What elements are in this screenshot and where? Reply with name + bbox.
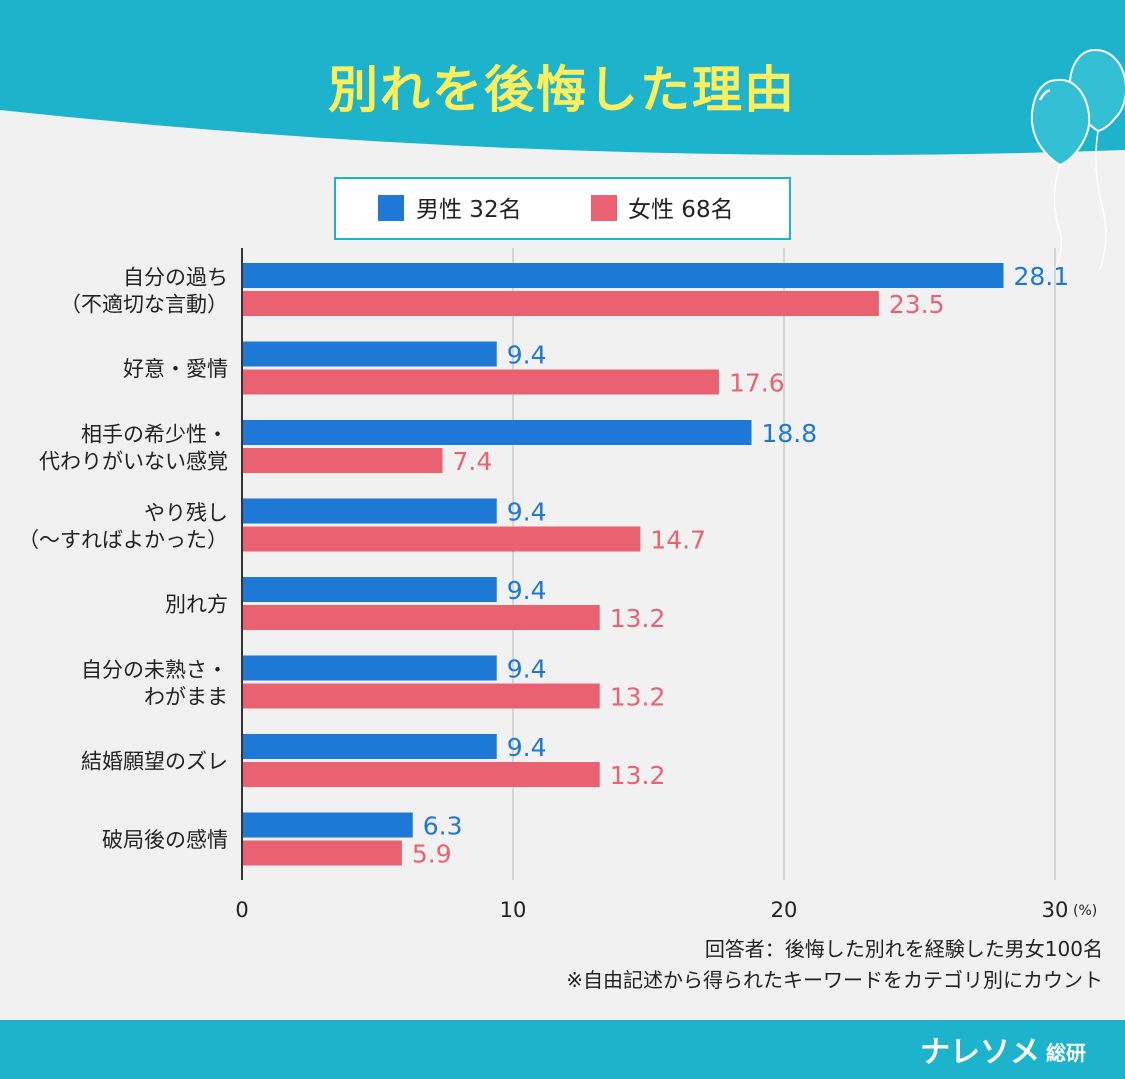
category-label: （不適切な言動） (60, 293, 228, 317)
footer-band (0, 1020, 1125, 1079)
bar-male (242, 734, 497, 759)
respondent-note: 回答者：後悔した別れを経験した男女100名 (705, 937, 1103, 961)
bar-male (242, 812, 413, 838)
x-tick-label: 10 (500, 898, 527, 922)
value-label-male: 9.4 (507, 498, 547, 527)
legend-male-swatch (378, 195, 404, 221)
method-note: ※自由記述から得られたキーワードをカテゴリ別にカウント (566, 968, 1103, 992)
value-label-female: 13.2 (610, 761, 666, 790)
value-label-male: 9.4 (507, 341, 547, 370)
x-axis-ticks: 0 10 20 30 (%) (235, 898, 1097, 922)
category-label: 結婚願望のズレ (81, 750, 228, 774)
bar-male (242, 655, 497, 681)
value-label-male: 28.1 (1014, 262, 1070, 291)
balloons-icon (1030, 48, 1125, 271)
bar-female (242, 526, 641, 552)
header-band (0, 0, 1125, 155)
bar-female (242, 605, 600, 630)
value-label-female: 17.6 (729, 369, 785, 398)
category-label: 相手の希少性・ (81, 423, 228, 447)
value-label-male: 9.4 (507, 733, 547, 762)
page-title: 別れを後悔した理由 (328, 61, 796, 119)
value-label-female: 23.5 (889, 290, 945, 319)
bar-female (242, 448, 443, 473)
x-tick-label: 0 (235, 898, 248, 922)
bar-male (242, 263, 1004, 288)
value-label-female: 13.2 (610, 604, 666, 633)
legend-male-label: 男性 32名 (416, 197, 522, 223)
category-label: 代わりがいない感覚 (39, 450, 228, 474)
category-label: 好意・愛情 (123, 357, 228, 381)
bar-male (242, 577, 497, 602)
x-tick-label: 30 (1042, 898, 1069, 922)
data-labels: 28.1 23.5 9.4 17.6 18.8 7.4 9.4 14.7 9.4 13.2 9.4 1… (412, 262, 1069, 869)
bar-female (242, 840, 402, 866)
bar-male (242, 341, 497, 367)
bars (242, 263, 1004, 866)
legend-box (334, 177, 791, 240)
x-tick-label: 20 (771, 898, 798, 922)
bar-male (242, 420, 752, 445)
value-label-male: 9.4 (507, 655, 547, 684)
bar-female (242, 369, 719, 395)
category-label: 破局後の感情 (102, 828, 228, 852)
category-label: わがまま (144, 685, 228, 709)
value-label-female: 14.7 (650, 526, 706, 555)
x-unit-label: (%) (1073, 903, 1097, 919)
bar-female (242, 762, 600, 787)
value-label-female: 5.9 (412, 840, 452, 869)
category-label: 別れ方 (165, 593, 228, 617)
category-label: （～すればよかった） (18, 528, 228, 552)
value-label-male: 9.4 (507, 576, 547, 605)
value-label-female: 13.2 (610, 683, 666, 712)
value-label-female: 7.4 (453, 447, 493, 476)
value-label-male: 18.8 (761, 419, 817, 448)
legend-female-label: 女性 68名 (628, 197, 734, 223)
brand-sub: 総研 (1046, 1041, 1086, 1065)
bar-female (242, 683, 600, 709)
brand-logo: ナレソメ (920, 1035, 1040, 1070)
legend-female-swatch (591, 195, 617, 221)
category-label: 自分の未熟さ・ (81, 658, 228, 682)
category-label: 自分の過ち (123, 266, 228, 290)
category-label: やり残し (144, 501, 228, 525)
bar-female (242, 291, 879, 316)
bar-male (242, 498, 497, 524)
value-label-male: 6.3 (423, 812, 463, 841)
